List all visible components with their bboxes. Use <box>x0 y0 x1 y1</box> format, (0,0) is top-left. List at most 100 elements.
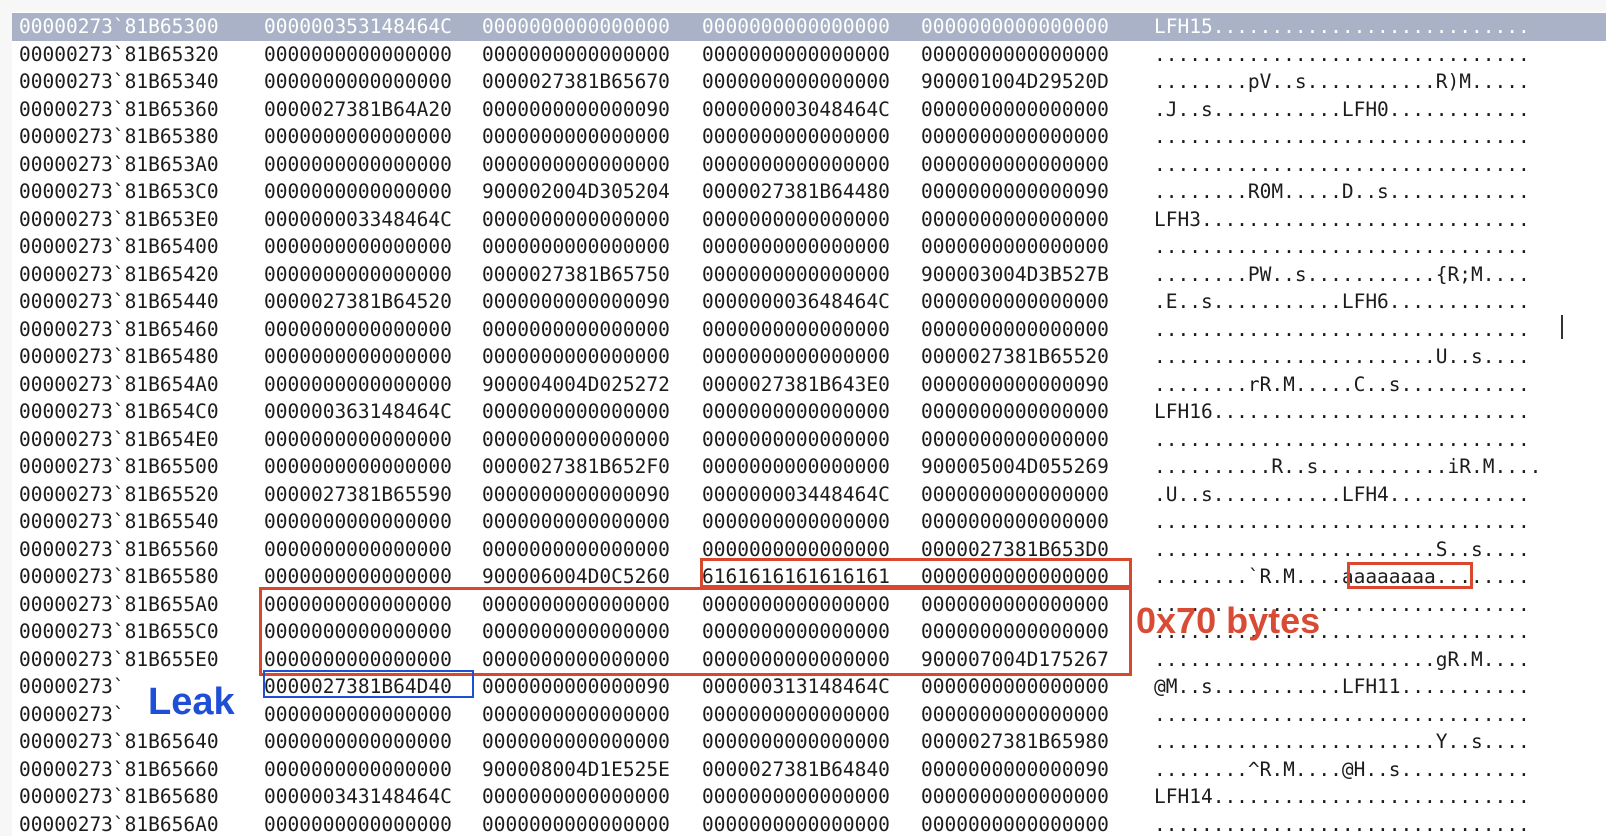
qword-cell: 0000000000000000 <box>921 785 1109 808</box>
qword-cell: 0000000000000000 <box>264 262 452 286</box>
memory-row[interactable]: 00000273`81B65340 0000000000000000 0000027… <box>12 68 1606 96</box>
qword-cell: 0000000000000000 <box>921 207 1109 231</box>
qword-cell: 0000000000000000 <box>482 812 670 836</box>
memory-row[interactable]: 00000273`81B656A0 0000000000000000 0000000… <box>12 811 1606 836</box>
memory-row[interactable]: 00000273`81B653E0 000000003348464C 0000000… <box>12 206 1606 234</box>
ascii-dump: .E..s...........LFH6............ <box>1154 290 1530 313</box>
memory-row[interactable]: 00000273`81B65560 0000000000000000 0000000… <box>12 536 1606 564</box>
memory-row[interactable]: 00000273`81B653A0 0000000000000000 0000000… <box>12 151 1606 179</box>
qword-cell: 0000000000000000 <box>482 207 670 231</box>
qword-cell: 000000363148464C <box>264 400 452 423</box>
qword-cell: 0000000000000000 <box>482 152 670 176</box>
row-address: 00000273`81B65500 <box>19 455 219 478</box>
qword-cell: 0000000000000000 <box>921 675 1109 698</box>
memory-row[interactable]: 00000273`81B65440 0000027381B64520 0000000… <box>12 288 1606 316</box>
qword-cell: 0000000000000000 <box>702 510 890 533</box>
memory-row[interactable]: 00000273`81B65420 0000000000000000 0000027… <box>12 261 1606 289</box>
qword-cell: 900003004D3B527B <box>921 262 1109 286</box>
qword-cell: 0000000000000000 <box>482 317 670 341</box>
memory-row[interactable]: 00000273`81B65660 0000000000000000 9000080… <box>12 756 1606 784</box>
qword-cell: 0000000000000090 <box>921 180 1109 203</box>
memory-viewer: 00000273`81B65300 000000353148464C 0000000… <box>12 12 1606 836</box>
qword-cell: 0000000000000000 <box>702 345 890 368</box>
memory-row-selected[interactable]: 00000273`81B65300 000000353148464C 0000000… <box>12 13 1606 41</box>
qword-cell: 0000000000000000 <box>264 317 452 341</box>
qword-cell: 0000000000000000 <box>921 15 1109 38</box>
memory-row[interactable]: 00000273`81B65680 000000343148464C 0000000… <box>12 783 1606 811</box>
qword-cell: 0000000000000000 <box>702 15 890 38</box>
memory-row[interactable]: 00000273`81B654E0 0000000000000000 0000000… <box>12 426 1606 454</box>
ascii-dump: ................................ <box>1154 427 1530 451</box>
row-address: 00000273` <box>19 675 125 698</box>
qword-cell: 0000000000000000 <box>921 235 1109 258</box>
qword-cell: 0000000000000000 <box>921 152 1109 176</box>
memory-row[interactable]: 00000273`81B654C0 000000363148464C 0000000… <box>12 398 1606 426</box>
qword-cell: 0000000000000000 <box>921 592 1109 616</box>
qword-cell: 0000000000000000 <box>702 400 890 423</box>
row-address: 00000273`81B654A0 <box>19 372 219 396</box>
qword-cell: 0000000000000000 <box>702 152 890 176</box>
memory-row[interactable]: 00000273`81B65540 0000000000000000 0000000… <box>12 508 1606 536</box>
qword-cell: 0000000000000000 <box>702 317 890 341</box>
qword-cell: 0000027381B65520 <box>921 345 1109 368</box>
qword-cell: 0000000000000000 <box>702 455 890 478</box>
qword-cell: 000000313148464C <box>702 675 890 698</box>
row-address: 00000273`81B65580 <box>19 565 219 588</box>
row-address: 00000273` <box>19 702 125 726</box>
ascii-dump: @M..s...........LFH11........... <box>1154 675 1530 698</box>
memory-row[interactable]: 00000273`81B655E0 0000000000000000 0000000… <box>12 646 1606 674</box>
memory-row[interactable]: 00000273`81B65360 0000027381B64A20 0000000… <box>12 96 1606 124</box>
memory-row[interactable]: 00000273`81B655A0 0000000000000000 0000000… <box>12 591 1606 619</box>
qword-cell: 0000000000000000 <box>482 702 670 726</box>
memory-row[interactable]: 00000273` 0000027381B64D40 000000000000009… <box>12 673 1606 701</box>
memory-row[interactable]: 00000273`81B65400 0000000000000000 0000000… <box>12 233 1606 261</box>
ascii-dump: ........PW..s...........{R;M.... <box>1154 262 1530 286</box>
qword-cell: 0000000000000000 <box>264 427 452 451</box>
memory-row[interactable]: 00000273`81B65460 0000000000000000 0000000… <box>12 316 1606 344</box>
qword-cell: 0000000000000000 <box>264 70 452 93</box>
qword-cell: 0000000000000000 <box>702 620 890 643</box>
qword-cell: 900008004D1E525E <box>482 757 670 781</box>
qword-cell: 000000003348464C <box>264 207 452 231</box>
memory-row[interactable]: 00000273` 0000000000000000 000000000000000… <box>12 701 1606 729</box>
qword-cell: 0000000000000000 <box>921 702 1109 726</box>
row-address: 00000273`81B65660 <box>19 757 219 781</box>
qword-cell: 900001004D29520D <box>921 70 1109 93</box>
qword-cell: 0000000000000000 <box>482 125 670 148</box>
ascii-dump: LFH3............................ <box>1154 207 1530 231</box>
qword-cell: 0000000000000000 <box>702 785 890 808</box>
text-cursor <box>1561 315 1563 339</box>
qword-cell: 0000000000000000 <box>264 345 452 368</box>
ascii-dump: ................................ <box>1154 42 1530 66</box>
ascii-dump: ........`R.M....aaaaaaaa........ <box>1154 565 1530 588</box>
qword-cell: 000000003648464C <box>702 290 890 313</box>
qword-cell: 0000000000000000 <box>702 730 890 753</box>
memory-row[interactable]: 00000273`81B653C0 0000000000000000 9000020… <box>12 178 1606 206</box>
qword-cell: 0000000000000000 <box>702 537 890 561</box>
memory-row[interactable]: 00000273`81B65500 0000000000000000 0000027… <box>12 453 1606 481</box>
ascii-dump: LFH14........................... <box>1154 785 1530 808</box>
ascii-dump: LFH15........................... <box>1154 15 1530 38</box>
ascii-dump: LFH16........................... <box>1154 400 1530 423</box>
qword-cell: 0000000000000000 <box>702 592 890 616</box>
memory-row[interactable]: 00000273`81B65480 0000000000000000 0000000… <box>12 343 1606 371</box>
row-address: 00000273`81B656A0 <box>19 812 219 836</box>
ascii-dump: ................................ <box>1154 592 1530 616</box>
qword-cell: 0000000000000000 <box>702 42 890 66</box>
qword-cell: 0000027381B64D40 <box>264 675 452 698</box>
qword-cell: 0000000000000090 <box>921 372 1109 396</box>
qword-cell: 0000000000000000 <box>264 565 452 588</box>
memory-row[interactable]: 00000273`81B65580 0000000000000000 9000060… <box>12 563 1606 591</box>
qword-cell: 0000000000000090 <box>482 675 670 698</box>
memory-row[interactable]: 00000273`81B65640 0000000000000000 0000000… <box>12 728 1606 756</box>
memory-row[interactable]: 00000273`81B65520 0000027381B65590 0000000… <box>12 481 1606 509</box>
memory-row[interactable]: 00000273`81B655C0 0000000000000000 0000000… <box>12 618 1606 646</box>
qword-cell: 0000000000000000 <box>921 42 1109 66</box>
qword-cell: 0000000000000000 <box>921 812 1109 836</box>
ascii-dump: ........pV..s...........R)M..... <box>1154 70 1530 93</box>
qword-cell: 0000000000000000 <box>921 97 1109 121</box>
memory-row[interactable]: 00000273`81B65380 0000000000000000 0000000… <box>12 123 1606 151</box>
memory-row[interactable]: 00000273`81B65320 0000000000000000 0000000… <box>12 41 1606 69</box>
qword-cell: 0000027381B64520 <box>264 290 452 313</box>
memory-row[interactable]: 00000273`81B654A0 0000000000000000 9000040… <box>12 371 1606 399</box>
